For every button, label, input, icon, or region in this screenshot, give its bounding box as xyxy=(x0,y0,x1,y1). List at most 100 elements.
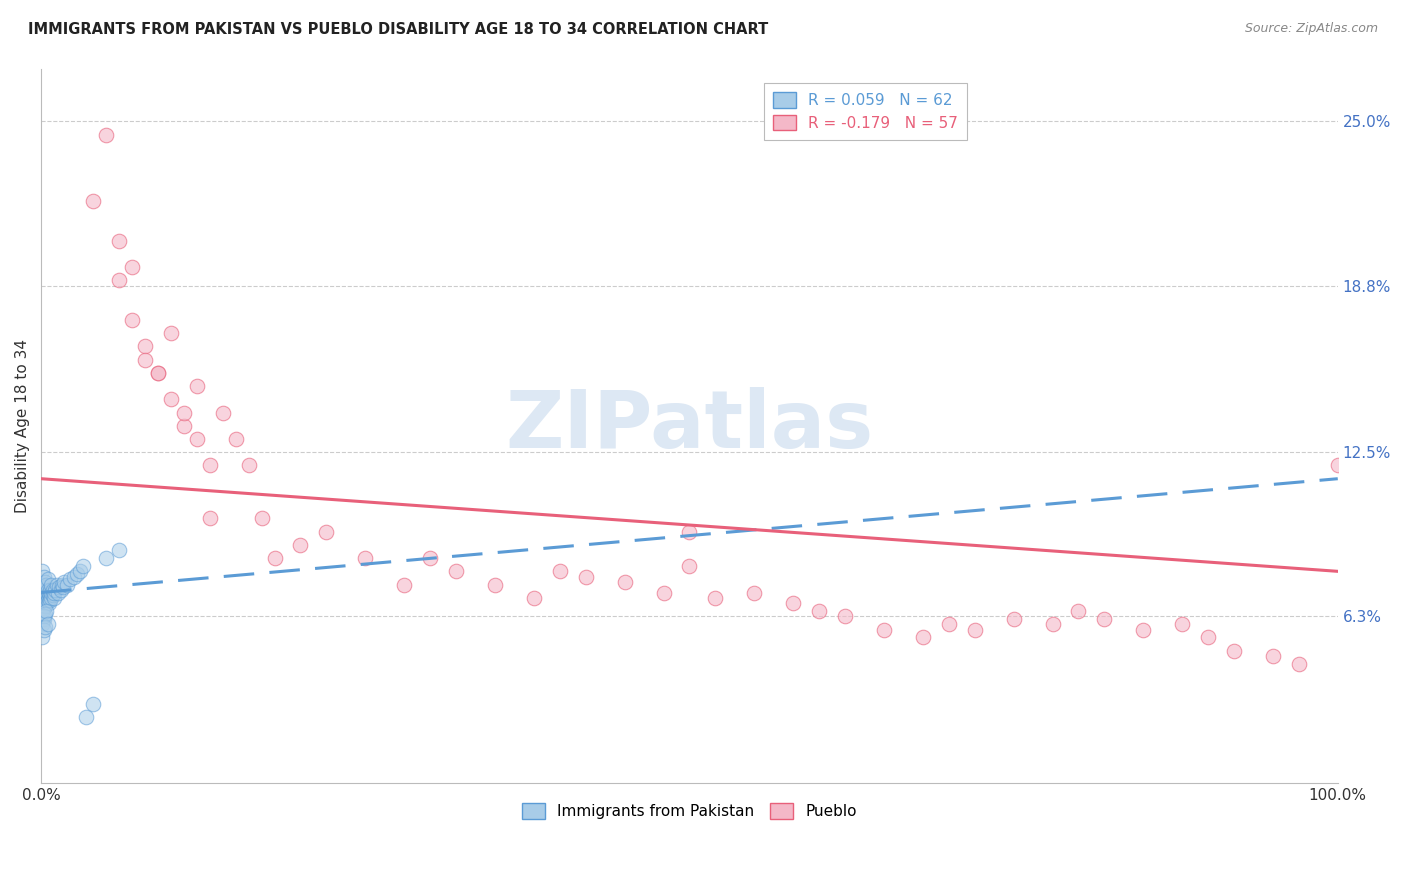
Point xyxy=(523,591,546,605)
Point xyxy=(419,551,441,566)
Point xyxy=(62,569,84,583)
Point xyxy=(35,585,58,599)
Point xyxy=(1197,631,1219,645)
Point xyxy=(42,588,65,602)
Point xyxy=(808,604,831,618)
Point xyxy=(108,273,131,287)
Point xyxy=(48,580,70,594)
Point xyxy=(35,577,58,591)
Point xyxy=(38,591,60,605)
Point xyxy=(35,604,58,618)
Point xyxy=(782,596,804,610)
Point xyxy=(1067,604,1090,618)
Legend: Immigrants from Pakistan, Pueblo: Immigrants from Pakistan, Pueblo xyxy=(516,797,863,825)
Point xyxy=(37,617,59,632)
Point xyxy=(53,574,76,589)
Point xyxy=(1171,617,1194,632)
Point xyxy=(66,566,89,581)
Point xyxy=(911,631,934,645)
Point xyxy=(76,710,98,724)
Point xyxy=(484,577,506,591)
Point xyxy=(41,591,63,605)
Text: IMMIGRANTS FROM PAKISTAN VS PUEBLO DISABILITY AGE 18 TO 34 CORRELATION CHART: IMMIGRANTS FROM PAKISTAN VS PUEBLO DISAB… xyxy=(28,22,768,37)
Point xyxy=(37,593,59,607)
Y-axis label: Disability Age 18 to 34: Disability Age 18 to 34 xyxy=(15,339,30,513)
Point xyxy=(1288,657,1310,671)
Point xyxy=(315,524,337,539)
Point xyxy=(834,609,856,624)
Point xyxy=(59,572,82,586)
Point xyxy=(32,623,55,637)
Point xyxy=(108,543,131,558)
Point xyxy=(34,620,56,634)
Point xyxy=(32,612,55,626)
Point xyxy=(32,582,55,597)
Point xyxy=(121,260,143,274)
Point xyxy=(31,565,53,579)
Point xyxy=(31,577,53,591)
Point xyxy=(1092,612,1115,626)
Text: Source: ZipAtlas.com: Source: ZipAtlas.com xyxy=(1244,22,1378,36)
Point xyxy=(46,585,69,599)
Point xyxy=(159,392,181,407)
Point xyxy=(444,565,467,579)
Point xyxy=(34,593,56,607)
Point xyxy=(32,569,55,583)
Point xyxy=(34,580,56,594)
Point xyxy=(39,588,62,602)
Point xyxy=(575,569,598,583)
Point xyxy=(173,418,195,433)
Point xyxy=(354,551,377,566)
Point xyxy=(1002,612,1025,626)
Point xyxy=(134,352,156,367)
Point xyxy=(31,617,53,632)
Point xyxy=(1223,644,1246,658)
Point xyxy=(548,565,571,579)
Point xyxy=(263,551,285,566)
Point xyxy=(32,609,55,624)
Point xyxy=(121,313,143,327)
Point xyxy=(34,599,56,613)
Point xyxy=(704,591,727,605)
Point xyxy=(186,379,208,393)
Point xyxy=(108,234,131,248)
Point xyxy=(1042,617,1064,632)
Point xyxy=(1132,623,1154,637)
Point xyxy=(38,596,60,610)
Point xyxy=(52,580,75,594)
Point xyxy=(963,623,986,637)
Point xyxy=(198,511,221,525)
Point xyxy=(41,577,63,591)
Point xyxy=(159,326,181,340)
Point xyxy=(38,585,60,599)
Point xyxy=(678,524,700,539)
Point xyxy=(72,559,94,574)
Point xyxy=(652,585,675,599)
Point xyxy=(32,591,55,605)
Point xyxy=(742,585,765,599)
Point xyxy=(34,588,56,602)
Point xyxy=(31,585,53,599)
Text: ZIPatlas: ZIPatlas xyxy=(505,387,873,465)
Point xyxy=(44,582,66,597)
Point xyxy=(42,591,65,605)
Point xyxy=(39,582,62,597)
Point xyxy=(31,596,53,610)
Point xyxy=(42,585,65,599)
Point xyxy=(37,572,59,586)
Point xyxy=(146,366,169,380)
Point xyxy=(134,339,156,353)
Point xyxy=(41,585,63,599)
Point xyxy=(211,405,233,419)
Point xyxy=(34,574,56,589)
Point xyxy=(31,604,53,618)
Point xyxy=(198,458,221,473)
Point xyxy=(94,128,117,142)
Point xyxy=(35,596,58,610)
Point xyxy=(56,577,79,591)
Point xyxy=(82,697,104,711)
Point xyxy=(1326,458,1348,473)
Point xyxy=(45,577,67,591)
Point xyxy=(290,538,312,552)
Point xyxy=(49,582,72,597)
